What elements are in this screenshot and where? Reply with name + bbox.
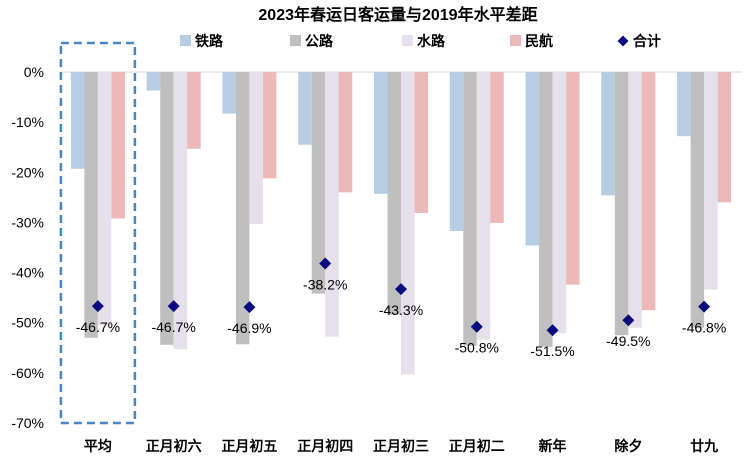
bar-铁路 [677,72,691,137]
x-tick-label: 新年 [539,438,567,454]
legend-label: 公路 [305,33,334,49]
total-marker [319,257,332,270]
bar-水路 [628,72,642,328]
legend-label: 民航 [525,33,553,49]
x-tick-label: 正月初六 [146,438,202,454]
bar-公路 [311,72,326,294]
total-marker [546,324,559,337]
bar-水路 [325,72,339,337]
bar-公路 [539,72,553,347]
x-tick-label: 平均 [84,438,112,454]
bar-公路 [463,72,477,346]
y-tick-label: -30% [11,214,44,230]
bar-水路 [401,72,415,375]
bar-公路 [387,72,401,315]
y-tick-label: 0% [24,64,44,80]
bar-民航 [414,72,428,213]
bar-series [70,72,732,375]
x-tick-label: 正月初四 [297,438,353,454]
data-label: -38.2% [303,277,347,293]
bar-铁路 [525,72,540,246]
data-label: -50.8% [455,340,499,356]
bar-民航 [262,72,277,179]
data-label: -46.8% [682,320,726,336]
y-tick-label: -40% [11,265,44,281]
bar-水路 [97,72,112,326]
bar-公路 [614,72,629,336]
bar-铁路 [449,72,464,231]
bar-公路 [690,72,705,328]
bar-公路 [235,72,250,345]
bar-公路 [84,72,98,338]
data-labels: -46.7% -46.7% -46.9% -38.2% -43.3% -50.8% -51.… [76,277,727,360]
data-label: -49.5% [606,333,650,349]
bar-水路 [173,72,188,350]
bar-铁路 [70,72,85,169]
bar-铁路 [601,72,615,196]
legend-swatch [402,35,413,46]
total-marker [91,300,104,313]
y-tick-label: -20% [11,164,44,180]
data-label: -43.3% [379,302,423,318]
x-axis: 平均 正月初六 正月初五 正月初四 正月初三 正月初二 新年 除夕 廿九 [84,438,718,454]
data-label: -51.5% [530,343,574,359]
total-marker [395,283,407,296]
bar-民航 [566,72,580,285]
bar-水路 [249,72,263,224]
bar-民航 [338,72,353,193]
bar-水路 [552,72,567,334]
total-markers [91,257,711,337]
y-tick-label: -60% [11,365,44,381]
x-tick-label: 廿九 [690,438,718,454]
y-tick-label: -70% [11,415,44,431]
total-marker [698,300,711,313]
bar-铁路 [146,72,161,91]
x-tick-label: 正月初三 [373,438,429,454]
x-tick-label: 除夕 [614,438,642,454]
x-tick-label: 正月初五 [221,438,277,454]
legend-swatch [510,35,521,46]
legend-label: 铁路 [195,33,224,49]
legend: 铁路 公路 水路 民航 合计 [180,33,661,49]
data-label: -46.9% [227,320,271,336]
bar-铁路 [222,72,236,114]
total-marker [167,300,180,313]
y-tick-label: -10% [11,114,44,130]
data-label: -46.7% [76,319,120,335]
bar-铁路 [374,72,388,194]
bar-民航 [641,72,656,311]
total-marker [243,301,256,314]
legend-label: 水路 [417,33,446,49]
highlight-box-average [59,41,137,425]
bar-公路 [160,72,174,345]
total-marker [470,320,483,333]
y-tick-label: -50% [11,315,44,331]
x-tick-label: 正月初二 [449,438,505,454]
legend-swatch [180,35,191,46]
total-marker [622,314,635,327]
data-label: -46.7% [151,319,195,335]
bar-民航 [187,72,201,149]
bar-民航 [717,72,732,203]
bar-水路 [476,72,491,340]
bar-民航 [111,72,125,219]
bar-铁路 [298,72,312,145]
legend-label: 合计 [633,33,661,49]
bar-民航 [490,72,504,223]
bar-水路 [704,72,718,290]
legend-swatch [290,35,301,46]
chart-title: 2023年春运日客运量与2019年水平差距 [258,5,537,24]
legend-marker [617,35,629,47]
